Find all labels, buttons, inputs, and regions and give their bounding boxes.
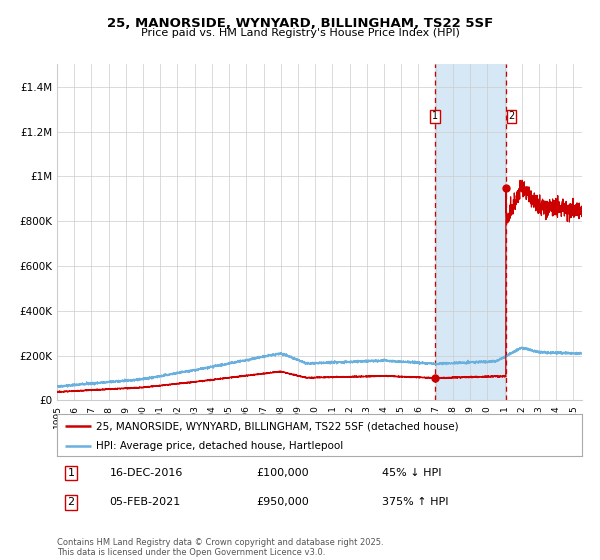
- Text: 375% ↑ HPI: 375% ↑ HPI: [383, 497, 449, 507]
- Text: Contains HM Land Registry data © Crown copyright and database right 2025.
This d: Contains HM Land Registry data © Crown c…: [57, 538, 383, 557]
- Text: HPI: Average price, detached house, Hartlepool: HPI: Average price, detached house, Hart…: [97, 441, 344, 451]
- Text: 25, MANORSIDE, WYNYARD, BILLINGHAM, TS22 5SF (detached house): 25, MANORSIDE, WYNYARD, BILLINGHAM, TS22…: [97, 421, 459, 431]
- Text: 1: 1: [432, 111, 438, 122]
- Text: £100,000: £100,000: [257, 468, 309, 478]
- Text: 16-DEC-2016: 16-DEC-2016: [110, 468, 183, 478]
- Text: £950,000: £950,000: [257, 497, 309, 507]
- Text: 2: 2: [508, 111, 514, 122]
- Text: 45% ↓ HPI: 45% ↓ HPI: [383, 468, 442, 478]
- Text: Price paid vs. HM Land Registry's House Price Index (HPI): Price paid vs. HM Land Registry's House …: [140, 28, 460, 38]
- Text: 2: 2: [67, 497, 74, 507]
- Text: 05-FEB-2021: 05-FEB-2021: [110, 497, 181, 507]
- Text: 1: 1: [67, 468, 74, 478]
- Bar: [435, 64, 506, 400]
- Text: 25, MANORSIDE, WYNYARD, BILLINGHAM, TS22 5SF: 25, MANORSIDE, WYNYARD, BILLINGHAM, TS22…: [107, 17, 493, 30]
